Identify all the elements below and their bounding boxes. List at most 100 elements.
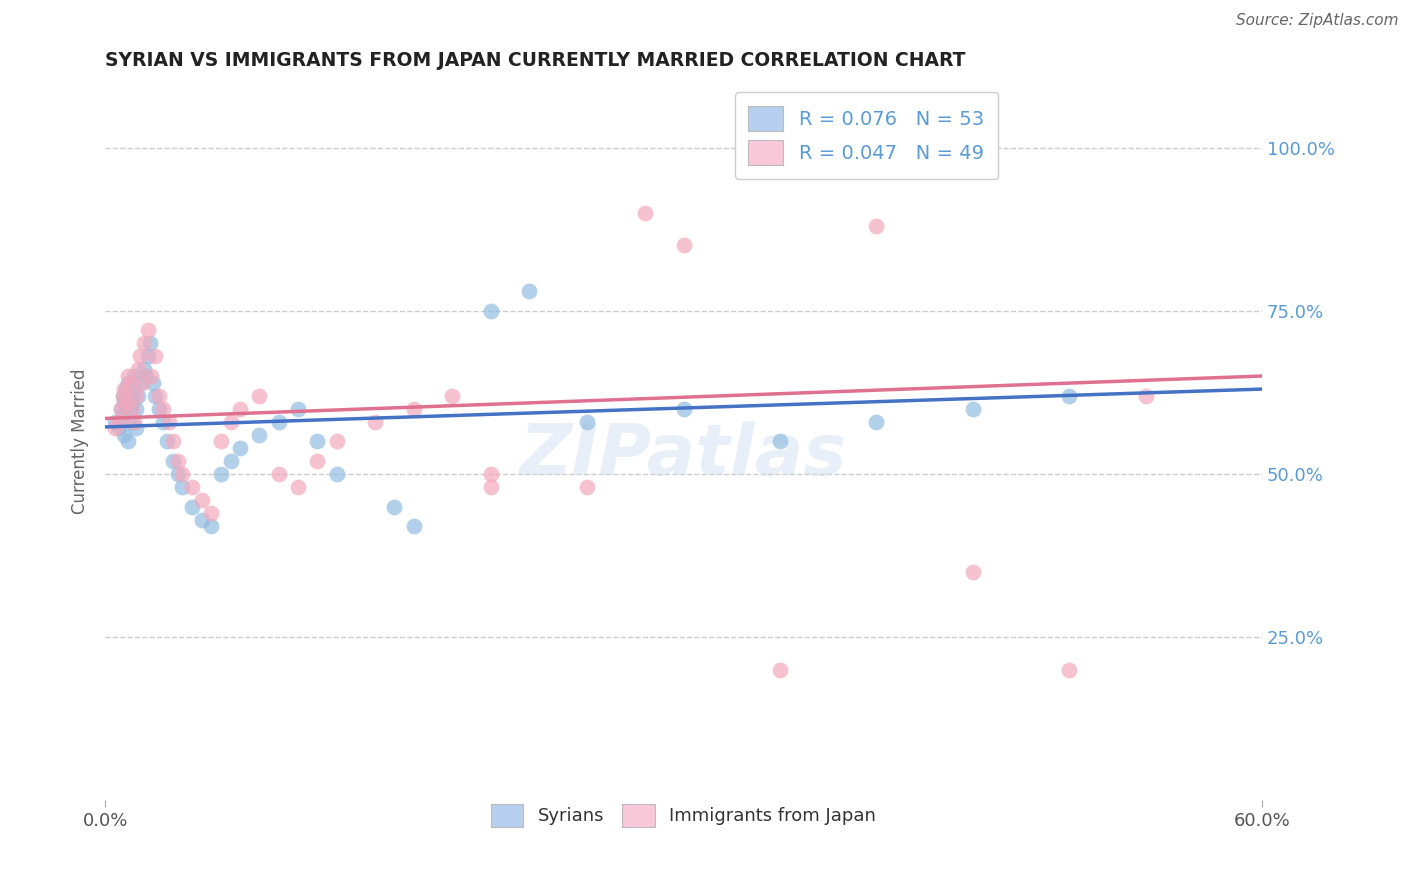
Point: [114, 408, 136, 422]
Point: [219, 415, 242, 429]
Point: [200, 506, 222, 520]
Point: [136, 323, 159, 337]
Point: [267, 415, 290, 429]
Point: [172, 467, 194, 481]
Point: [131, 376, 153, 390]
Point: [167, 454, 190, 468]
Point: [148, 401, 170, 416]
Point: [107, 415, 129, 429]
Point: [364, 415, 387, 429]
Point: [769, 663, 792, 677]
Text: SYRIAN VS IMMIGRANTS FROM JAPAN CURRENTLY MARRIED CORRELATION CHART: SYRIAN VS IMMIGRANTS FROM JAPAN CURRENTL…: [105, 51, 966, 70]
Point: [114, 382, 136, 396]
Point: [120, 376, 142, 390]
Point: [129, 350, 152, 364]
Point: [114, 395, 136, 409]
Point: [117, 376, 139, 390]
Point: [111, 388, 134, 402]
Point: [121, 401, 143, 416]
Point: [229, 441, 252, 455]
Point: [249, 427, 271, 442]
Point: [209, 467, 232, 481]
Point: [121, 415, 143, 429]
Point: [129, 376, 152, 390]
Point: [479, 303, 502, 318]
Point: [110, 401, 132, 416]
Point: [181, 500, 204, 514]
Point: [325, 434, 347, 449]
Point: [122, 415, 145, 429]
Point: [162, 434, 184, 449]
Point: [307, 434, 329, 449]
Point: [249, 388, 271, 402]
Point: [769, 140, 792, 154]
Point: [125, 388, 148, 402]
Point: [156, 434, 179, 449]
Point: [127, 388, 149, 402]
Point: [142, 376, 165, 390]
Point: [479, 480, 502, 494]
Point: [672, 401, 695, 416]
Point: [141, 369, 163, 384]
Point: [769, 434, 792, 449]
Point: [865, 415, 887, 429]
Point: [172, 480, 194, 494]
Point: [181, 480, 204, 494]
Point: [110, 401, 132, 416]
Point: [190, 493, 212, 508]
Point: [125, 401, 148, 416]
Point: [384, 500, 406, 514]
Point: [132, 362, 155, 376]
Point: [114, 427, 136, 442]
Point: [157, 415, 180, 429]
Point: [143, 350, 166, 364]
Point: [1057, 663, 1080, 677]
Point: [122, 382, 145, 396]
Point: [576, 415, 599, 429]
Point: [135, 369, 157, 384]
Point: [402, 519, 425, 533]
Point: [634, 206, 657, 220]
Point: [325, 467, 347, 481]
Point: [219, 454, 242, 468]
Point: [517, 284, 540, 298]
Y-axis label: Currently Married: Currently Married: [72, 368, 89, 514]
Point: [121, 395, 143, 409]
Point: [138, 336, 160, 351]
Point: [143, 388, 166, 402]
Point: [576, 480, 599, 494]
Point: [127, 362, 149, 376]
Point: [190, 513, 212, 527]
Point: [200, 519, 222, 533]
Point: [107, 421, 129, 435]
Point: [1057, 388, 1080, 402]
Point: [441, 388, 464, 402]
Point: [125, 421, 148, 435]
Text: ZIPatlas: ZIPatlas: [520, 421, 848, 490]
Point: [167, 467, 190, 481]
Point: [1135, 388, 1157, 402]
Point: [962, 565, 984, 579]
Point: [962, 401, 984, 416]
Point: [152, 415, 174, 429]
Point: [132, 336, 155, 351]
Point: [136, 350, 159, 364]
Point: [115, 395, 138, 409]
Point: [120, 388, 142, 402]
Point: [104, 415, 127, 429]
Point: [117, 434, 139, 449]
Point: [287, 480, 309, 494]
Point: [229, 401, 252, 416]
Point: [104, 421, 127, 435]
Point: [479, 467, 502, 481]
Point: [672, 238, 695, 252]
Point: [117, 369, 139, 384]
Point: [152, 401, 174, 416]
Point: [267, 467, 290, 481]
Point: [162, 454, 184, 468]
Point: [307, 454, 329, 468]
Point: [122, 369, 145, 384]
Text: Source: ZipAtlas.com: Source: ZipAtlas.com: [1236, 13, 1399, 29]
Point: [148, 388, 170, 402]
Point: [402, 401, 425, 416]
